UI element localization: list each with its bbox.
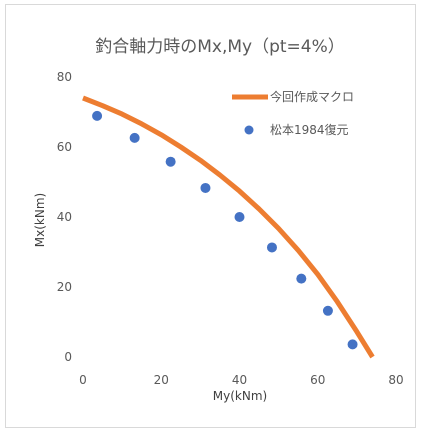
x-tick-label: 80 — [388, 373, 403, 387]
legend: 今回作成マクロ 松本1984復元 — [232, 89, 354, 137]
data-point-matsumoto — [266, 242, 277, 253]
data-point-matsumoto — [234, 212, 245, 222]
y-axis-ticks: 0 20 40 60 80 — [57, 70, 72, 364]
data-point-matsumoto — [165, 156, 176, 167]
x-tick-label: 20 — [154, 373, 169, 387]
y-tick-label: 0 — [64, 350, 72, 364]
data-point-matsumoto — [347, 339, 358, 350]
chart-frame — [5, 4, 416, 428]
legend-label-marker: 松本1984復元 — [270, 122, 349, 137]
y-tick-label: 20 — [57, 280, 72, 294]
plot-area — [82, 95, 375, 359]
x-tick-label: 60 — [310, 373, 325, 387]
data-point-matsumoto — [322, 305, 333, 316]
series-line-macro — [82, 95, 375, 359]
y-axis-label: Mx(kNm) — [33, 193, 47, 247]
y-tick-label: 60 — [57, 140, 72, 154]
y-tick-label: 40 — [57, 210, 72, 224]
x-axis-ticks: 0 20 40 60 80 — [79, 373, 403, 387]
x-tick-label: 0 — [79, 373, 87, 387]
legend-label-line: 今回作成マクロ — [270, 89, 354, 104]
chart-title: 釣合軸力時のMx,My（pt=4%） — [95, 37, 345, 57]
data-point-matsumoto — [129, 132, 140, 143]
data-point-matsumoto — [296, 273, 307, 284]
x-axis-label: My(kNm) — [213, 389, 267, 403]
data-point-matsumoto — [92, 110, 103, 121]
legend-marker-swatch — [244, 125, 254, 135]
x-tick-label: 40 — [232, 373, 247, 387]
y-tick-label: 80 — [57, 70, 72, 84]
data-point-matsumoto — [200, 182, 211, 193]
